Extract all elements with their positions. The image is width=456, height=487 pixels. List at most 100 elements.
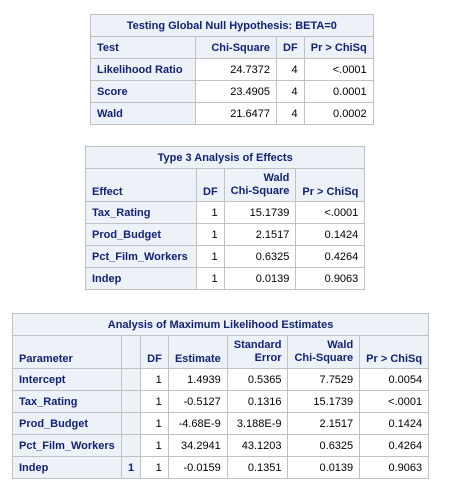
header-line: Error [254,352,282,364]
p-cell: 0.1424 [295,223,366,246]
table-row: Indep 1 0.0139 0.9063 [85,267,366,290]
p-cell: 0.0002 [303,102,374,125]
table-row: Tax_Rating 1 15.1739 <.0001 [85,201,366,224]
chisq-cell: 15.1739 [223,201,297,224]
header-line: Standard [233,339,282,351]
se-cell: 0.1351 [226,456,289,479]
df-cell: 1 [140,434,169,457]
chisq-cell: 21.6477 [195,102,277,125]
df-cell: 1 [140,456,169,479]
col-header-p: Pr > ChiSq [295,168,366,202]
row-label: Prod_Budget [85,223,197,246]
table-row: Score 23.4905 4 0.0001 [90,80,374,103]
header-line: Chi-Square [230,185,290,197]
global-null-hypothesis-table: Testing Global Null Hypothesis: BETA=0 T… [90,14,374,125]
col-header-df: DF [196,168,225,202]
level-cell: 1 [120,456,142,479]
header-line: Wald [263,172,290,184]
col-header-test: Test [90,36,196,59]
se-cell: 0.1316 [226,390,289,413]
col-header-p: Pr > ChiSq [303,36,374,59]
se-cell: 3.188E-9 [226,412,289,435]
p-cell: 0.9063 [295,267,366,290]
p-cell: 0.4264 [295,245,366,268]
chisq-cell: 0.6325 [223,245,297,268]
max-likelihood-estimates-table: Analysis of Maximum Likelihood Estimates… [11,313,430,479]
p-cell: <.0001 [303,58,374,81]
df-cell: 1 [196,201,225,224]
col-header-wald-chisq: Wald Chi-Square [287,335,361,369]
df-cell: 1 [196,223,225,246]
chisq-cell: 2.1517 [223,223,297,246]
row-label: Likelihood Ratio [90,58,196,81]
estimate-cell: 34.2941 [167,434,228,457]
chisq-cell: 24.7372 [195,58,277,81]
table-title: Testing Global Null Hypothesis: BETA=0 [90,14,374,37]
level-cell [120,412,142,435]
table-row: Prod_Budget 1 2.1517 0.1424 [85,223,366,246]
col-header-estimate: Estimate [167,335,228,369]
p-cell: 0.9063 [359,456,430,479]
se-cell: 43.1203 [226,434,289,457]
col-header-level [120,335,142,369]
header-line: Wald [327,339,354,351]
chisq-cell: 7.7529 [287,368,361,391]
p-cell: 0.4264 [359,434,430,457]
estimate-cell: -0.5127 [167,390,228,413]
p-cell: 0.1424 [359,412,430,435]
col-header-effect: Effect [85,168,197,202]
row-label: Prod_Budget [12,412,122,435]
df-cell: 1 [140,412,169,435]
row-label: Pct_Film_Workers [85,245,197,268]
table-row: Tax_Rating 1 -0.5127 0.1316 15.1739 <.00… [12,390,430,413]
chisq-cell: 23.4905 [195,80,277,103]
row-label: Intercept [12,368,122,391]
chisq-cell: 2.1517 [287,412,361,435]
type3-effects-table: Type 3 Analysis of Effects Effect DF Wal… [84,146,366,290]
table-row: Wald 21.6477 4 0.0002 [90,102,374,125]
level-cell [120,368,142,391]
table-title: Type 3 Analysis of Effects [84,146,366,169]
row-label: Wald [90,102,196,125]
col-header-chisq: Chi-Square [195,36,277,59]
estimate-cell: -0.0159 [167,456,228,479]
row-label: Tax_Rating [12,390,122,413]
p-cell: 0.0054 [359,368,430,391]
row-label: Pct_Film_Workers [12,434,122,457]
row-label: Indep [85,267,197,290]
col-header-p: Pr > ChiSq [359,335,430,369]
p-cell: 0.0001 [303,80,374,103]
df-cell: 1 [140,390,169,413]
estimate-cell: -4.68E-9 [167,412,228,435]
table-row: Indep 1 1 -0.0159 0.1351 0.0139 0.9063 [12,456,430,479]
row-label: Score [90,80,196,103]
col-header-df: DF [140,335,169,369]
level-cell [120,434,142,457]
chisq-cell: 0.0139 [287,456,361,479]
chisq-cell: 0.0139 [223,267,297,290]
row-label: Tax_Rating [85,201,197,224]
table-row: Pct_Film_Workers 1 34.2941 43.1203 0.632… [12,434,430,457]
df-cell: 1 [140,368,169,391]
chisq-cell: 15.1739 [287,390,361,413]
level-cell [120,390,142,413]
p-cell: <.0001 [359,390,430,413]
chisq-cell: 0.6325 [287,434,361,457]
row-label: Indep [12,456,122,479]
df-cell: 4 [276,80,305,103]
col-header-parameter: Parameter [12,335,122,369]
df-cell: 1 [196,245,225,268]
table-row: Prod_Budget 1 -4.68E-9 3.188E-9 2.1517 0… [12,412,430,435]
se-cell: 0.5365 [226,368,289,391]
col-header-standard-error: Standard Error [226,335,289,369]
p-cell: <.0001 [295,201,366,224]
df-cell: 4 [276,102,305,125]
header-line: Chi-Square [294,352,354,364]
col-header-df: DF [276,36,305,59]
col-header-wald-chisq: Wald Chi-Square [223,168,297,202]
table-row: Intercept 1 1.4939 0.5365 7.7529 0.0054 [12,368,430,391]
table-row: Pct_Film_Workers 1 0.6325 0.4264 [85,245,366,268]
table-title: Analysis of Maximum Likelihood Estimates [11,313,430,336]
table-row: Likelihood Ratio 24.7372 4 <.0001 [90,58,374,81]
estimate-cell: 1.4939 [167,368,228,391]
